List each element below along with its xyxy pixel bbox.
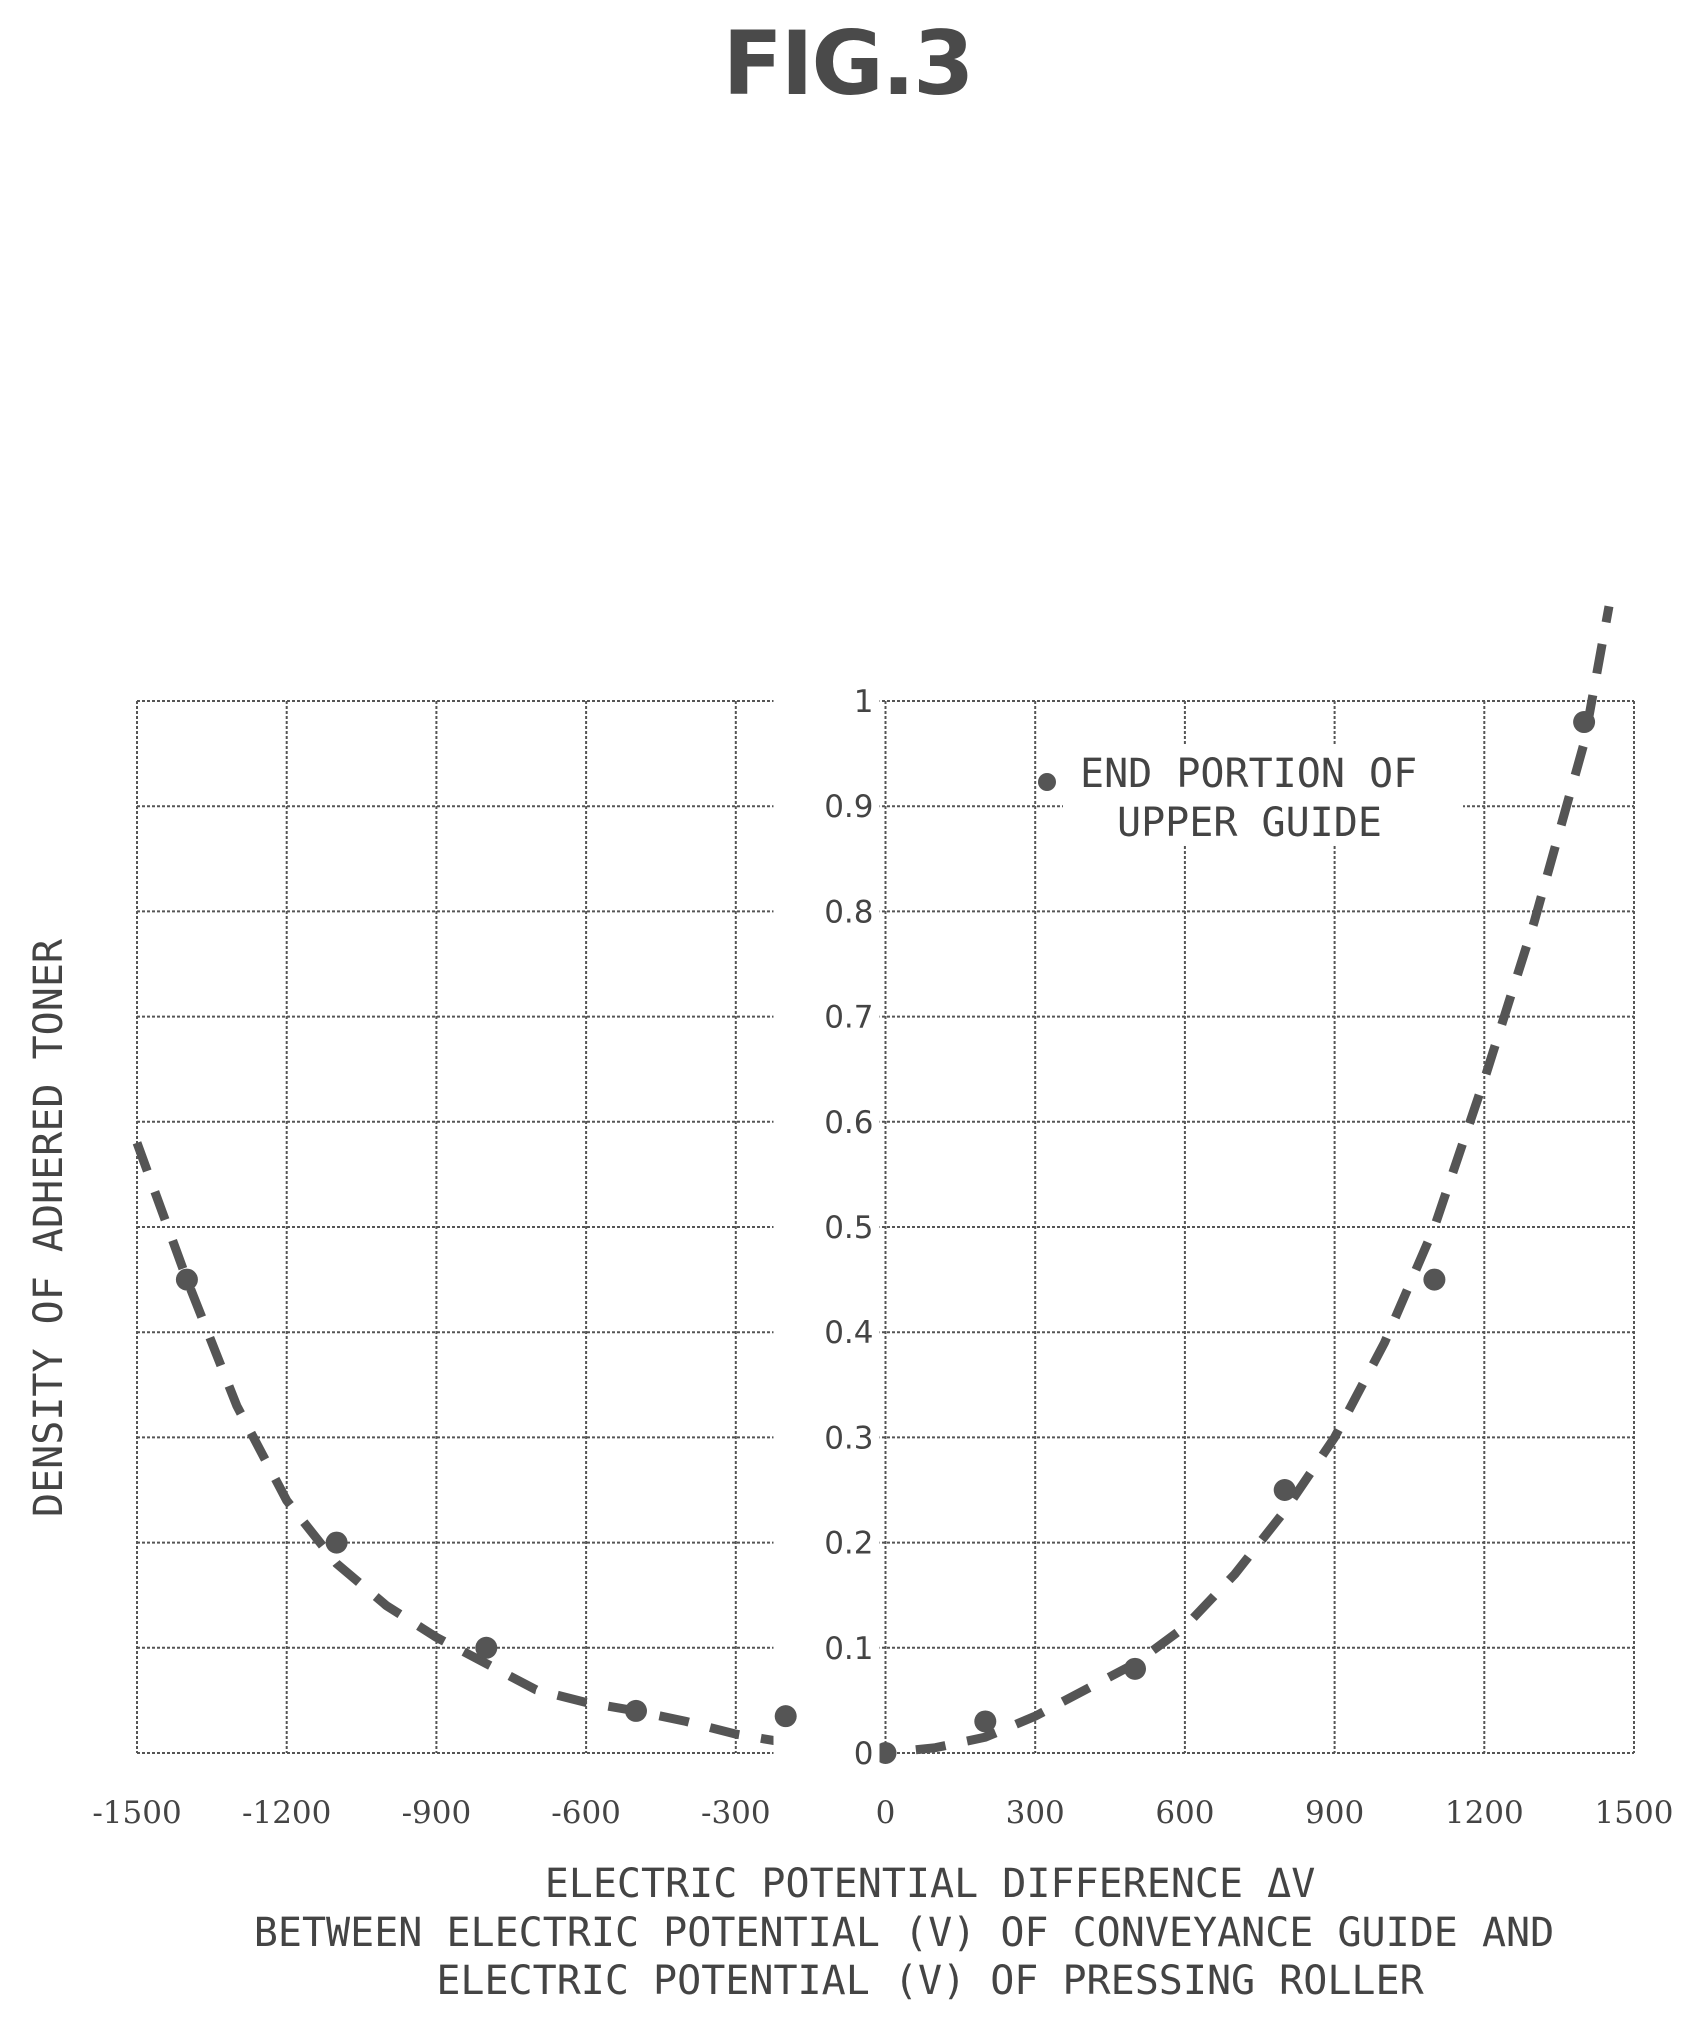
y-tick-label: 0.3 [824,1420,873,1456]
x-tick-label: -900 [402,1795,472,1831]
data-point [475,1636,498,1659]
legend-label-line-2: UPPER GUIDE [1117,800,1382,846]
y-tick-label: 0 [854,1736,874,1772]
x-axis-label-line-1: ELECTRIC POTENTIAL DIFFERENCE ΔV [545,1861,1316,1907]
y-tick-label: 0.7 [824,1000,873,1036]
y-tick-knockout [773,1312,880,1353]
legend-label-line-1: END PORTION OF [1080,751,1417,797]
x-tick-label: 900 [1305,1795,1364,1831]
x-tick-label: 1200 [1445,1795,1524,1831]
y-tick-knockout [773,1733,880,1773]
y-tick-knockout [773,1627,880,1668]
y-tick-label: 0.1 [824,1631,873,1667]
y-tick-label: 1 [854,684,874,720]
x-tick-label: -600 [551,1795,621,1831]
x-axis-label-line-3: ELECTRIC POTENTIAL (V) OF PRESSING ROLLE… [436,1958,1424,2004]
y-tick-knockout [773,681,880,721]
y-tick-knockout [773,1417,880,1458]
data-point [874,1742,897,1764]
y-tick-label: 0.2 [824,1526,873,1562]
y-tick-labels: 0 0.1 0.2 0.3 0.4 0.5 0.6 0.7 0.8 0.9 1 [773,681,880,1773]
x-tick-label: -1500 [92,1795,181,1831]
data-points [175,711,1596,1764]
x-tick-label: -300 [701,1795,771,1831]
y-axis-label: DENSITY OF ADHERED TONER [26,938,72,1517]
x-axis-label-line-2: BETWEEN ELECTRIC POTENTIAL (V) OF CONVEY… [254,1910,1554,1956]
y-tick-knockout [773,1101,880,1142]
grid [136,700,1635,1754]
data-point [175,1268,198,1291]
y-tick-knockout [773,996,880,1037]
y-tick-label: 0.5 [824,1210,873,1246]
data-point [1573,711,1596,734]
data-point [625,1699,647,1722]
y-tick-label: 0.6 [824,1105,873,1141]
x-tick-label: -1200 [242,1795,331,1831]
legend-box [1063,746,1463,846]
y-tick-knockout [773,1207,880,1247]
legend-marker [1038,773,1056,791]
x-tick-label: 1500 [1595,1795,1674,1831]
y-tick-knockout [773,1522,880,1563]
figure-title: FIG.3 [722,12,975,115]
y-tick-label: 0.4 [824,1315,873,1351]
y-tick-label: 0.9 [824,789,873,825]
data-point [325,1531,348,1554]
x-tick-labels: -1500 -1200 -900 -600 -300 0 300 600 900 1200 1500 [92,1795,1673,1831]
data-point [1273,1479,1296,1501]
data-point [1124,1657,1146,1680]
x-tick-label: 600 [1155,1795,1214,1831]
legend: END PORTION OF UPPER GUIDE [1038,746,1463,846]
data-point [974,1710,997,1733]
data-point [774,1705,797,1728]
y-tick-label: 0.8 [824,894,873,930]
y-tick-knockout [773,891,880,932]
x-tick-label: 300 [1006,1795,1065,1831]
y-tick-knockout [773,786,880,827]
x-tick-label: 0 [876,1795,896,1831]
data-point [1423,1268,1446,1291]
